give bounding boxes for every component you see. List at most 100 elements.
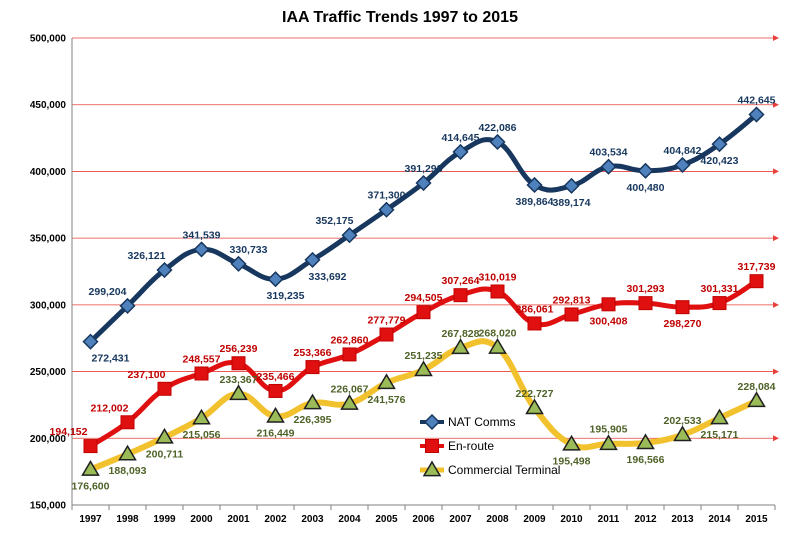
x-tick-label: 2005: [375, 514, 398, 525]
legend-label: En-route: [448, 439, 494, 453]
data-label: 341,539: [183, 229, 221, 241]
data-label: 286,061: [516, 303, 554, 315]
data-point: [82, 333, 99, 350]
data-label: 267,828: [442, 328, 480, 340]
y-tick-label: 250,000: [30, 367, 67, 378]
data-point: [416, 305, 431, 320]
x-tick-label: 2014: [708, 514, 731, 525]
x-tick-label: 2007: [449, 514, 472, 525]
x-tick-label: 2008: [486, 514, 509, 525]
y-tick-label: 500,000: [30, 34, 67, 45]
y-tick-label: 300,000: [30, 300, 67, 311]
data-label: 391,293: [405, 163, 443, 175]
gridlines: [72, 35, 779, 442]
data-point: [230, 255, 247, 272]
gridline-arrow: [773, 368, 779, 375]
data-point: [156, 261, 173, 279]
data-label: 194,152: [50, 426, 88, 438]
data-point: [83, 439, 98, 454]
x-tick-label: 2011: [598, 514, 620, 525]
x-tick-label: 1998: [116, 514, 139, 525]
data-label: 228,084: [738, 381, 776, 393]
data-point: [675, 300, 690, 315]
data-point: [303, 393, 322, 410]
data-point: [748, 106, 765, 123]
series-layer: [81, 106, 766, 476]
series-nat-comms: [82, 106, 765, 350]
data-point: [231, 356, 246, 371]
x-tick-label: 2000: [190, 514, 213, 525]
data-label: 272,431: [92, 353, 130, 365]
data-label: 226,067: [331, 384, 369, 396]
data-label: 196,566: [627, 454, 665, 466]
x-tick-label: 1999: [153, 514, 176, 525]
x-tick-label: 2001: [227, 514, 250, 525]
data-point: [489, 133, 506, 151]
data-point: [120, 415, 135, 430]
data-point: [377, 373, 396, 390]
data-point: [747, 391, 766, 408]
data-point: [638, 296, 653, 311]
legend-item: En-route: [420, 439, 494, 453]
data-point: [229, 384, 248, 401]
data-label: 237,100: [128, 369, 166, 381]
legend-marker: [422, 460, 442, 477]
data-point: [562, 434, 581, 451]
data-point: [599, 434, 618, 451]
data-label: 202,533: [664, 415, 702, 427]
y-tick-label: 350,000: [30, 234, 67, 245]
axes: 150,000 200,000 250,000 300,000 350,000 400,0…: [30, 34, 776, 525]
data-label: 294,505: [405, 292, 443, 304]
data-point: [192, 408, 211, 425]
data-label: 235,466: [257, 371, 295, 383]
data-point: [564, 307, 579, 322]
gridline-arrow: [773, 235, 779, 242]
data-label: 253,366: [294, 347, 332, 359]
data-point: [305, 360, 320, 375]
data-point: [451, 338, 470, 355]
data-point: [268, 383, 283, 398]
gridline-arrow: [773, 35, 779, 41]
legend-marker: [423, 413, 441, 431]
data-label: 226,395: [294, 414, 332, 426]
x-tick-label: 2015: [745, 514, 768, 525]
data-label: 333,692: [309, 271, 347, 283]
data-label: 310,019: [479, 271, 517, 283]
data-point: [527, 316, 542, 331]
data-point: [525, 398, 544, 415]
data-label: 389,174: [553, 197, 591, 209]
x-tick-label: 2002: [264, 514, 287, 525]
data-label: 317,739: [738, 261, 776, 273]
data-label: 268,020: [479, 328, 517, 340]
data-point: [673, 425, 692, 442]
gridline-arrow: [773, 301, 779, 308]
data-label: 241,576: [368, 394, 406, 406]
data-point: [453, 288, 468, 303]
y-tick-label: 150,000: [30, 501, 67, 512]
data-label: 200,711: [146, 448, 184, 460]
x-tick-label: 2009: [523, 514, 546, 525]
data-point: [600, 158, 617, 175]
gridline-arrow: [773, 168, 779, 175]
data-point: [341, 227, 358, 244]
series-en-route: [83, 274, 764, 454]
data-label: 319,235: [267, 290, 305, 302]
data-label: 442,645: [738, 95, 776, 107]
x-tick-label: 2006: [412, 514, 435, 525]
data-label: 403,534: [590, 147, 628, 159]
legend-label: Commercial Terminal: [448, 463, 560, 477]
data-point: [749, 274, 764, 289]
x-tick-label: 2004: [338, 514, 361, 525]
x-tick-label: 2003: [301, 514, 324, 525]
data-point: [193, 241, 210, 258]
data-label: 212,002: [91, 402, 129, 414]
data-point: [194, 366, 209, 381]
data-point: [711, 136, 728, 153]
gridline-arrow: [773, 435, 779, 442]
data-label: 414,645: [442, 132, 480, 144]
x-tick-label: 2013: [671, 514, 694, 525]
data-point: [157, 381, 172, 396]
data-label: 326,121: [128, 250, 166, 262]
